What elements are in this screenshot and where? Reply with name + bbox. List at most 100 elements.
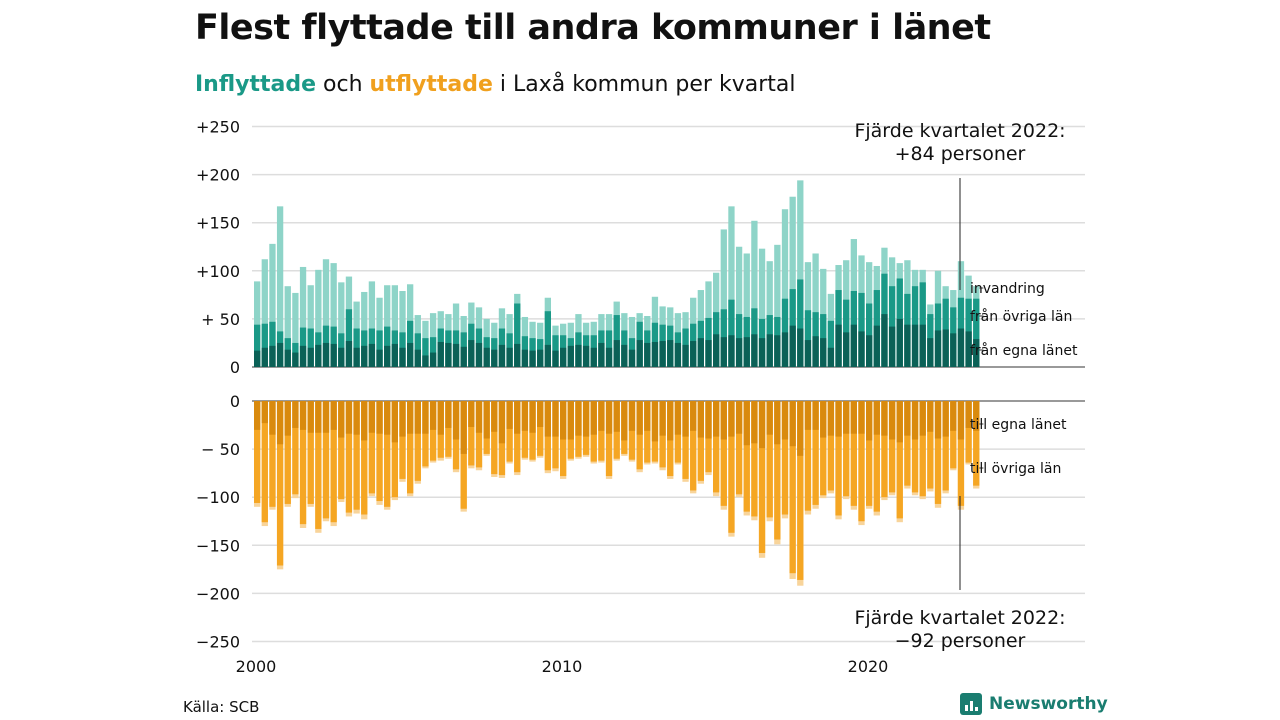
y-tick-label: 0 — [230, 358, 240, 377]
outflow-other-county-bar — [789, 401, 796, 574]
y-tick-label: −250 — [196, 633, 240, 652]
outflow-other-county-bar — [697, 401, 704, 481]
outflow-own-county-bar — [407, 401, 414, 434]
outflow-own-county-bar — [743, 401, 750, 446]
inflow-own-county-bar — [407, 342, 414, 367]
outflow-other-county-bar — [261, 401, 268, 523]
outflow-other-county-bar — [735, 401, 743, 495]
y-tick-label: −150 — [196, 536, 240, 555]
x-tick-label: 2010 — [542, 657, 583, 676]
inflow-own-county-bar — [743, 337, 750, 367]
inflow-immigration-bar — [276, 206, 284, 367]
inflow-own-county-bar — [529, 350, 536, 367]
outflow-own-county-bar — [674, 401, 682, 435]
inflow-immigration-bar — [743, 253, 750, 367]
inflow-own-county-bar — [552, 350, 559, 367]
inflow-own-county-bar — [713, 334, 720, 367]
outflow-own-county-bar — [659, 401, 666, 436]
outflow-other-county-bar — [605, 401, 613, 477]
outflow-own-county-bar — [338, 401, 345, 438]
outflow-own-county-bar — [697, 401, 704, 438]
outflow-own-county-bar — [468, 401, 475, 427]
outflow-own-county-bar — [927, 401, 934, 432]
outflow-other-county-bar — [728, 401, 735, 533]
outflow-other-county-bar — [858, 401, 865, 522]
series-label: från egna länet — [970, 342, 1078, 359]
inflow-own-county-bar — [307, 347, 314, 367]
outflow-own-county-bar — [873, 401, 880, 435]
outflow-own-county-bar — [713, 401, 720, 437]
outflow-other-county-bar — [468, 401, 475, 466]
x-tick-label: 2020 — [848, 657, 889, 676]
outflow-own-county-bar — [422, 401, 429, 434]
outflow-own-county-bar — [919, 401, 926, 436]
inflow-own-county-bar — [429, 352, 437, 367]
outflow-own-county-bar — [911, 401, 919, 440]
inflow-own-county-bar — [904, 324, 911, 367]
inflow-own-county-bar — [888, 326, 896, 367]
outflow-other-county-bar — [391, 401, 398, 498]
annotation-bottom: Fjärde kvartalet 2022: — [854, 607, 1065, 629]
outflow-own-county-bar — [414, 401, 421, 434]
bar-chart-icon — [960, 693, 982, 715]
series-label: till egna länet — [970, 417, 1067, 433]
outflow-other-county-bar — [873, 401, 880, 512]
outflow-own-county-bar — [973, 401, 980, 431]
outflow-other-county-bar — [911, 401, 919, 493]
newsworthy-logo[interactable]: Newsworthy — [960, 693, 1108, 715]
inflow-own-county-bar — [934, 330, 942, 367]
outflow-own-county-bar — [690, 401, 697, 431]
outflow-other-county-bar — [460, 401, 467, 509]
inflow-immigration-bar — [292, 292, 299, 367]
inflow-immigration-bar — [315, 269, 322, 367]
inflow-own-county-bar — [705, 340, 712, 367]
outflow-own-county-bar — [330, 401, 337, 430]
outflow-other-county-bar — [827, 401, 835, 491]
outflow-own-county-bar — [276, 401, 284, 445]
inflow-own-county-bar — [276, 342, 284, 367]
inflow-immigration-bar — [789, 196, 796, 367]
outflow-own-county-bar — [628, 401, 636, 431]
outflow-other-county-bar — [284, 401, 291, 504]
inflow-own-county-bar — [391, 343, 398, 367]
outflow-own-county-bar — [957, 401, 965, 440]
inflow-other-county-bar — [728, 299, 735, 367]
inflow-own-county-bar — [345, 341, 353, 367]
inflow-immigration-bar — [284, 286, 291, 367]
outflow-own-county-bar — [766, 401, 773, 435]
outflow-other-county-bar — [866, 401, 873, 506]
inflow-immigration-bar — [330, 263, 337, 367]
inflow-immigration-bar — [751, 220, 758, 367]
inflow-other-county-bar — [544, 311, 551, 367]
subtitle-utflyttade: utflyttade — [369, 72, 493, 97]
inflow-own-county-bar — [927, 338, 934, 367]
inflow-own-county-bar — [896, 318, 903, 367]
outflow-other-county-bar — [812, 401, 819, 505]
inflow-own-county-bar — [919, 324, 926, 367]
inflow-own-county-bar — [521, 349, 529, 367]
outflow-own-county-bar — [644, 401, 651, 431]
outflow-own-county-bar — [491, 401, 498, 432]
outflow-other-county-bar — [682, 401, 689, 479]
inflow-own-county-bar — [452, 343, 460, 367]
inflow-own-county-bar — [483, 347, 490, 367]
inflow-own-county-bar — [544, 344, 551, 367]
inflow-own-county-bar — [498, 344, 506, 367]
subtitle-rest: i Laxå kommun per kvartal — [492, 72, 796, 97]
y-tick-label: + 50 — [201, 310, 240, 329]
outflow-own-county-bar — [537, 401, 544, 427]
inflow-own-county-bar — [651, 341, 659, 367]
inflow-own-county-bar — [315, 344, 322, 367]
inflow-own-county-bar — [781, 332, 789, 367]
inflow-own-county-bar — [911, 324, 919, 367]
outflow-own-county-bar — [544, 401, 551, 437]
outflow-own-county-bar — [452, 401, 460, 440]
inflow-own-county-bar — [514, 343, 521, 367]
subtitle-inflyttade: Inflyttade — [195, 72, 317, 97]
outflow-own-county-bar — [475, 401, 483, 433]
outflow-own-county-bar — [399, 401, 406, 437]
inflow-immigration-bar — [368, 281, 376, 367]
inflow-own-county-bar — [728, 335, 735, 367]
outflow-other-county-bar — [368, 401, 376, 494]
chart-subtitle: Inflyttade och utflyttade i Laxå kommun … — [195, 72, 795, 97]
